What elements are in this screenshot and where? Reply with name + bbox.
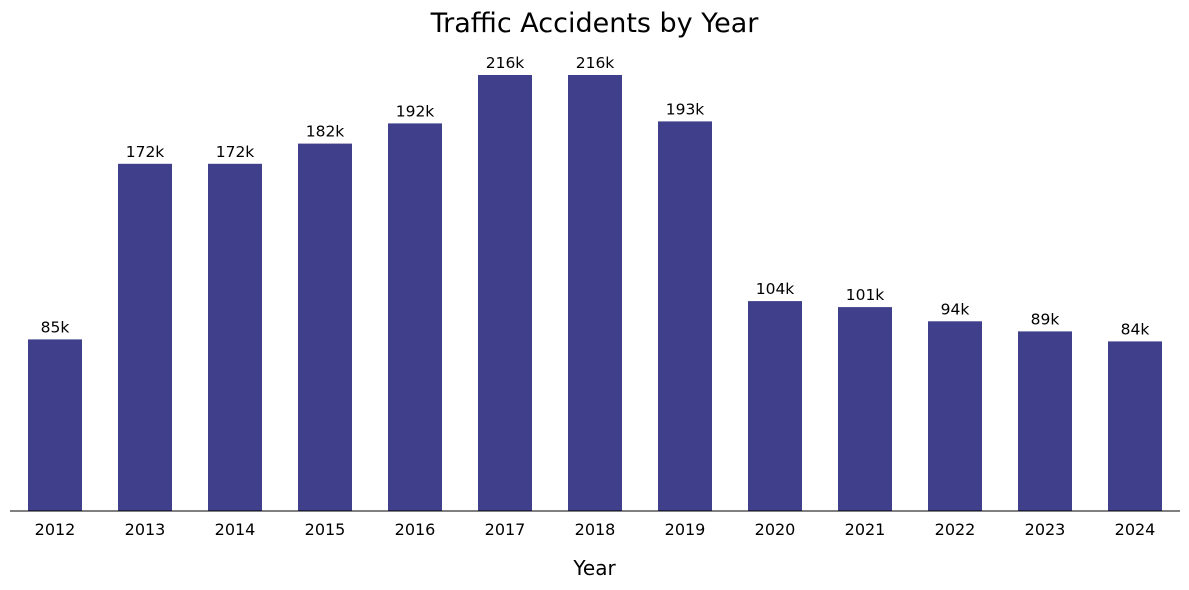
chart-title: Traffic Accidents by Year: [430, 8, 760, 39]
data-label-2016: 192k: [396, 102, 435, 120]
x-tick-label-2014: 2014: [215, 520, 256, 539]
data-label-2017: 216k: [486, 54, 525, 72]
x-tick-label-2016: 2016: [395, 520, 436, 539]
bar-2016: [388, 123, 442, 512]
bar-2019: [658, 121, 712, 512]
x-tick-label-2020: 2020: [755, 520, 796, 539]
x-tick-label-2017: 2017: [485, 520, 526, 539]
bar-2021: [838, 307, 892, 511]
data-label-2022: 94k: [941, 300, 970, 318]
x-ticks-layer: 2012 2013 2014 2015 2016 2017 2018 2019 2020 2021…: [35, 520, 1156, 539]
bar-2024: [1108, 341, 1162, 511]
x-tick-label-2018: 2018: [575, 520, 616, 539]
data-label-2021: 101k: [846, 286, 885, 304]
data-label-2024: 84k: [1121, 320, 1150, 338]
x-tick-label-2012: 2012: [35, 520, 76, 539]
data-label-2018: 216k: [576, 54, 615, 72]
x-tick-label-2013: 2013: [125, 520, 166, 539]
bar-2023: [1018, 331, 1072, 511]
x-axis-label: Year: [572, 556, 616, 580]
x-tick-label-2015: 2015: [305, 520, 346, 539]
bar-2014: [208, 163, 262, 512]
data-labels-layer: 85k 172k 172k 182k 192k 216k 216k 193k 104k 101k 9…: [41, 54, 1150, 338]
bar-2017: [478, 75, 532, 511]
data-label-2012: 85k: [41, 318, 70, 336]
x-tick-label-2023: 2023: [1025, 520, 1066, 539]
bars-layer: [28, 75, 1162, 512]
data-label-2020: 104k: [756, 280, 795, 298]
bar-2020: [748, 301, 802, 511]
x-tick-label-2024: 2024: [1115, 520, 1156, 539]
bar-2015: [298, 143, 352, 511]
x-tick-label-2019: 2019: [665, 520, 706, 539]
data-label-2015: 182k: [306, 123, 345, 141]
bar-2022: [928, 321, 982, 511]
data-label-2014: 172k: [216, 143, 255, 161]
x-tick-label-2021: 2021: [845, 520, 886, 539]
x-tick-label-2022: 2022: [935, 520, 976, 539]
bar-2012: [28, 339, 82, 511]
data-label-2019: 193k: [666, 100, 705, 118]
data-label-2013: 172k: [126, 143, 165, 161]
data-label-2023: 89k: [1031, 310, 1060, 328]
bar-2013: [118, 163, 172, 512]
bar-2018: [568, 75, 622, 511]
